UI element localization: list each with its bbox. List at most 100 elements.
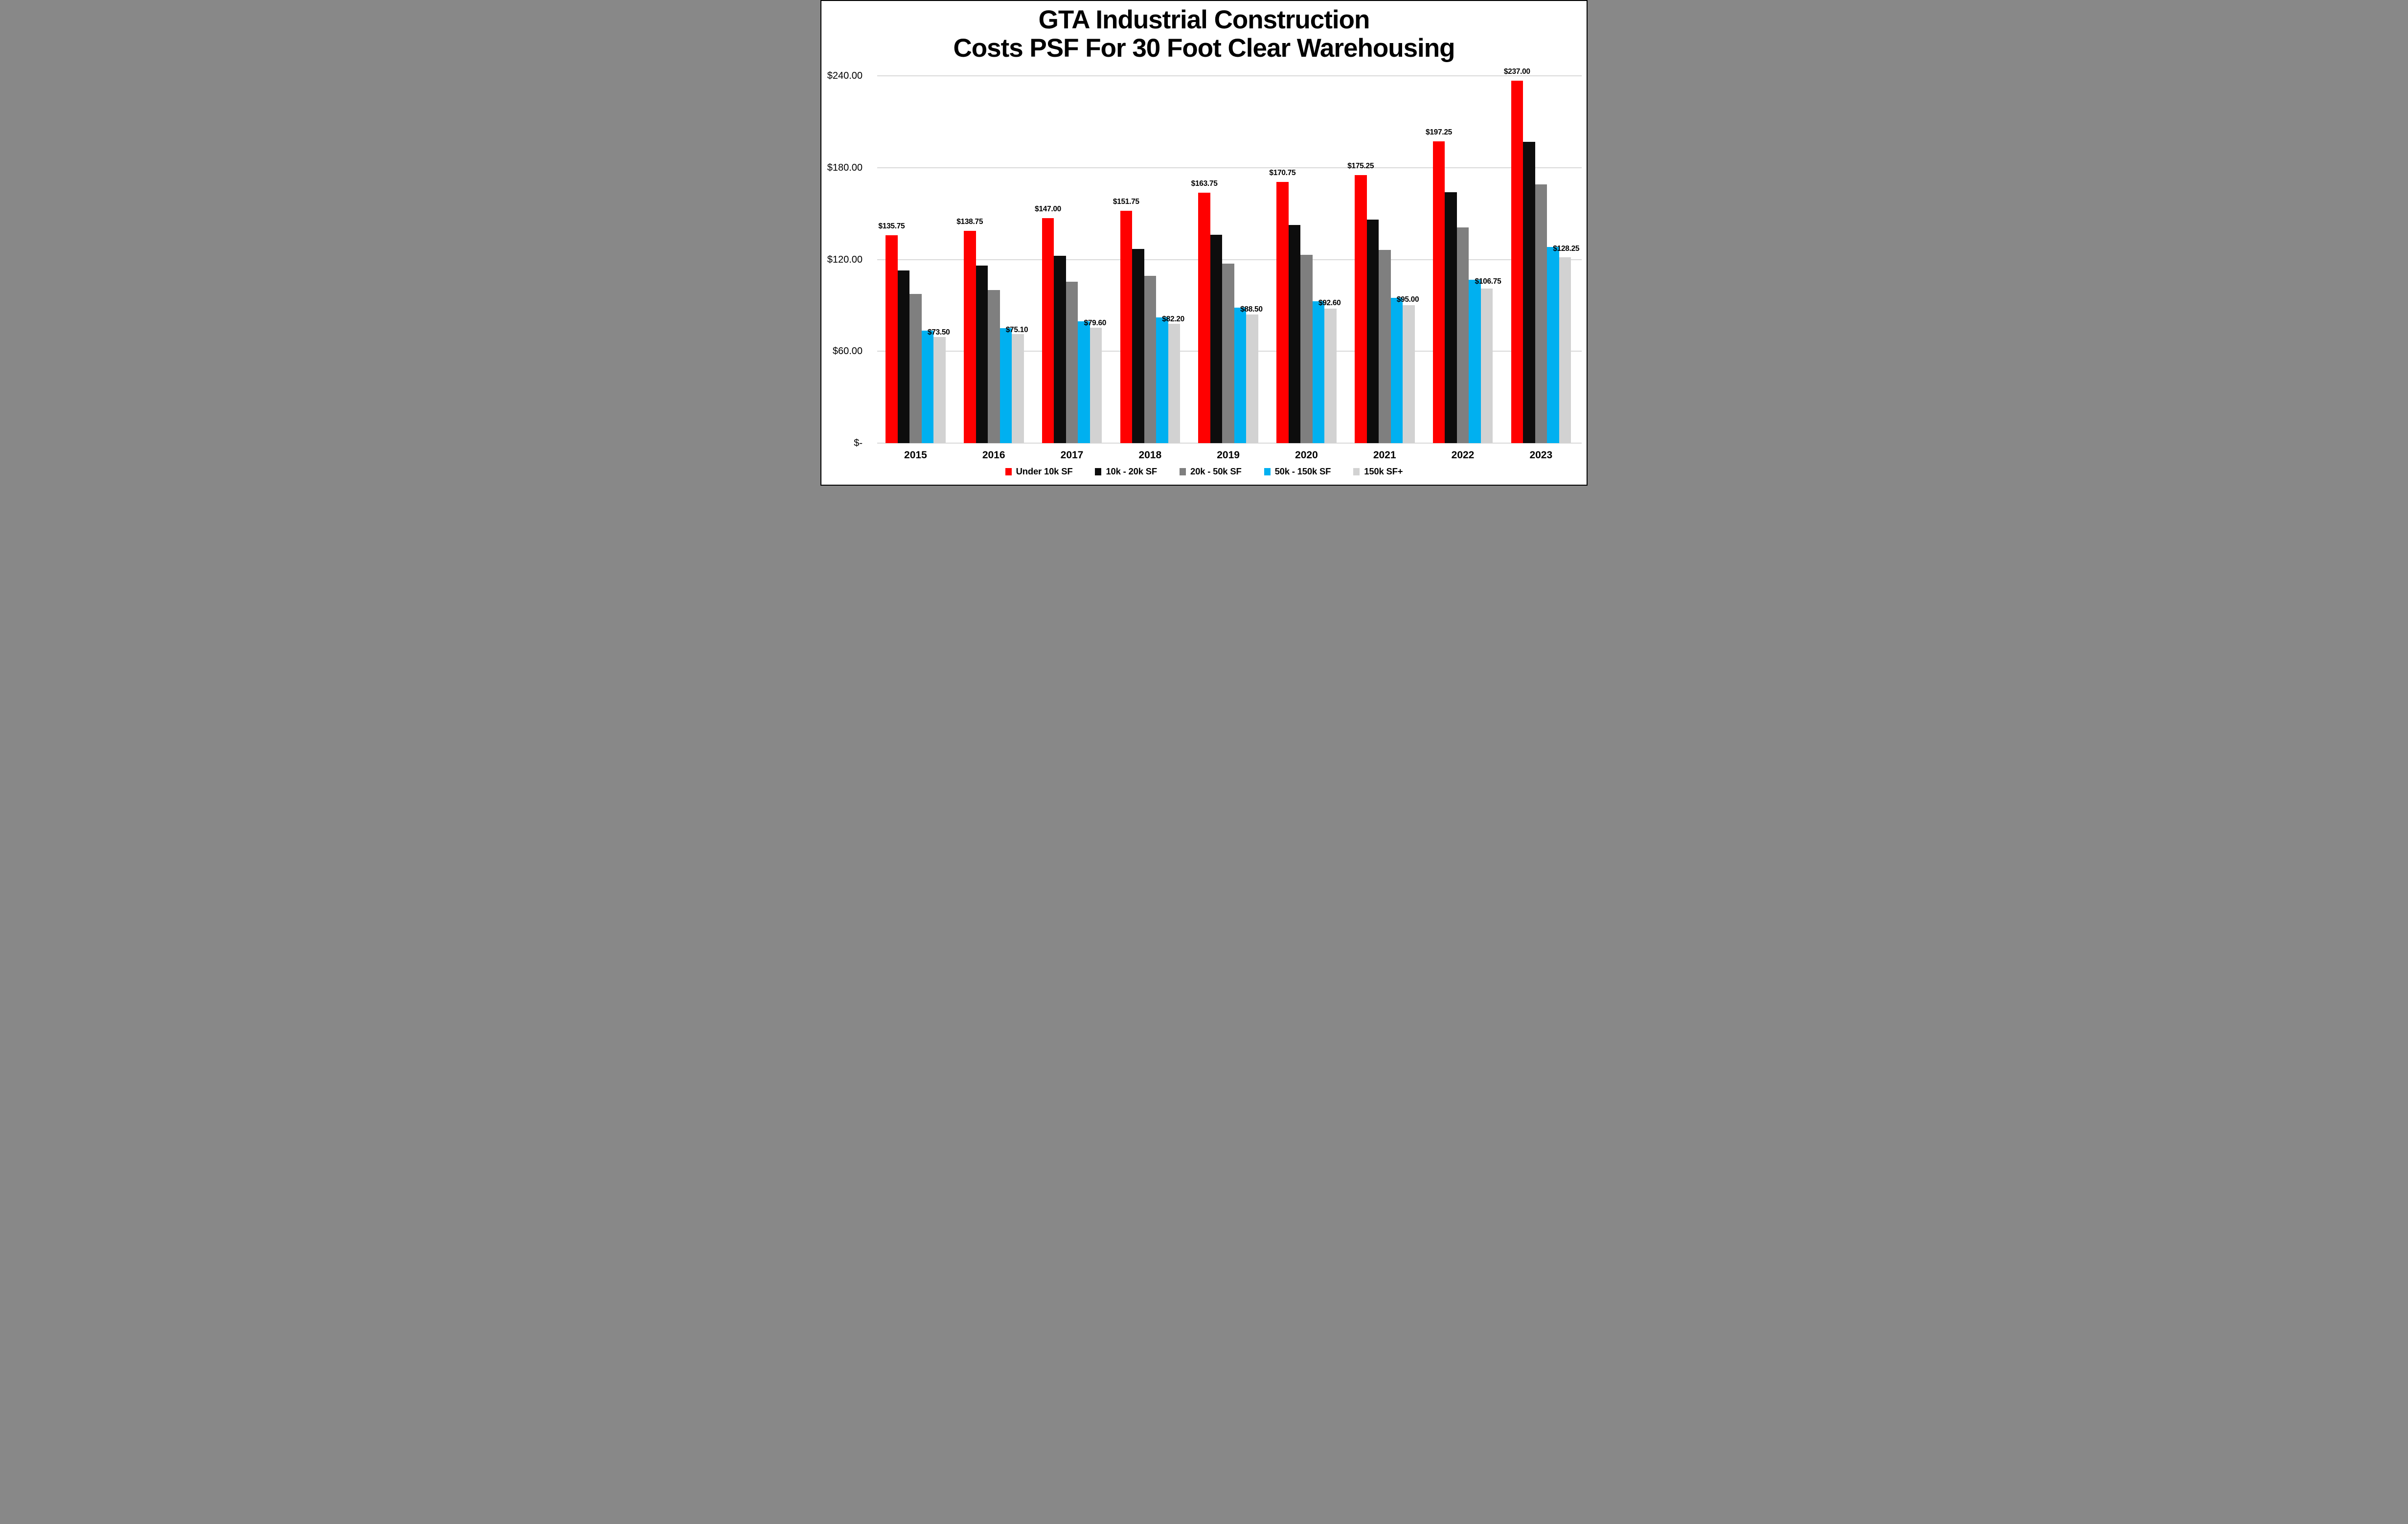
legend-item-50k-150k-sf: 50k - 150k SF xyxy=(1264,466,1331,477)
bar-2023-50k-150k-sf xyxy=(1547,247,1559,443)
data-label-2018-under-10k-sf: $151.75 xyxy=(1113,198,1139,206)
legend-label-10k-20k-sf: 10k - 20k SF xyxy=(1106,466,1158,476)
x-axis-label-2023: 2023 xyxy=(1529,449,1553,461)
bar-2017-under-10k-sf xyxy=(1042,218,1054,443)
data-label-2021-50k-150k-sf: $95.00 xyxy=(1396,295,1419,304)
data-label-2019-under-10k-sf: $163.75 xyxy=(1191,179,1218,188)
bar-2016-20k-50k-sf xyxy=(988,290,1000,443)
bar-2015-20k-50k-sf xyxy=(909,294,922,443)
bar-2015-150k-sf xyxy=(933,336,946,443)
legend-label-150k-sf: 150k SF+ xyxy=(1364,466,1403,476)
legend-item-under-10k-sf: Under 10k SF xyxy=(1005,466,1073,477)
x-axis-label-2016: 2016 xyxy=(982,449,1005,461)
bar-2018-10k-20k-sf xyxy=(1132,248,1144,443)
bar-2017-20k-50k-sf xyxy=(1066,282,1078,443)
bar-2015-10k-20k-sf xyxy=(897,270,910,443)
data-label-2023-under-10k-sf: $237.00 xyxy=(1503,67,1530,76)
bar-2021-under-10k-sf xyxy=(1355,175,1367,443)
legend-item-150k-sf: 150k SF+ xyxy=(1353,466,1403,477)
bar-2022-150k-sf xyxy=(1480,289,1493,443)
legend-swatch-150k-sf xyxy=(1353,468,1360,475)
bar-2022-20k-50k-sf xyxy=(1456,227,1469,443)
data-label-2018-50k-150k-sf: $82.20 xyxy=(1162,314,1184,323)
gridline-180 xyxy=(877,167,1582,168)
legend-label-50k-150k-sf: 50k - 150k SF xyxy=(1274,466,1331,476)
bar-2016-10k-20k-sf xyxy=(976,266,988,443)
bar-2021-20k-50k-sf xyxy=(1379,250,1391,443)
data-label-2017-50k-150k-sf: $79.60 xyxy=(1084,319,1107,327)
legend-item-20k-50k-sf: 20k - 50k SF xyxy=(1180,466,1242,477)
data-label-2016-under-10k-sf: $138.75 xyxy=(956,218,983,226)
bar-2017-10k-20k-sf xyxy=(1054,255,1066,443)
chart-title-line2: Costs PSF For 30 Foot Clear Warehousing xyxy=(953,34,1455,63)
bar-2016-under-10k-sf xyxy=(964,231,976,443)
bar-2021-50k-150k-sf xyxy=(1390,297,1403,443)
gridline-120 xyxy=(877,259,1582,260)
legend: Under 10k SF 10k - 20k SF 20k - 50k SF 50k … xyxy=(821,463,1587,480)
legend-label-20k-50k-sf: 20k - 50k SF xyxy=(1190,466,1242,476)
bar-2020-150k-sf xyxy=(1324,308,1337,443)
x-axis-label-2021: 2021 xyxy=(1373,449,1396,461)
x-axis-label-2020: 2020 xyxy=(1295,449,1318,461)
bar-2018-under-10k-sf xyxy=(1120,211,1133,443)
x-axis-label-2015: 2015 xyxy=(904,449,927,461)
x-axis-label-2022: 2022 xyxy=(1451,449,1475,461)
bar-2019-150k-sf xyxy=(1246,314,1258,443)
bar-2019-10k-20k-sf xyxy=(1210,234,1223,443)
bar-2022-10k-20k-sf xyxy=(1445,192,1457,443)
bar-2021-150k-sf xyxy=(1403,305,1415,443)
bar-2022-50k-150k-sf xyxy=(1469,280,1481,443)
legend-swatch-10k-20k-sf xyxy=(1095,468,1102,475)
bar-2015-50k-150k-sf xyxy=(921,331,934,443)
legend-swatch-50k-150k-sf xyxy=(1264,468,1271,475)
bar-2023-20k-50k-sf xyxy=(1535,184,1547,443)
bar-2023-under-10k-sf xyxy=(1511,80,1523,443)
bar-2015-under-10k-sf xyxy=(886,235,898,443)
bar-2016-50k-150k-sf xyxy=(1000,328,1012,443)
data-label-2020-under-10k-sf: $170.75 xyxy=(1269,168,1296,177)
plot-area: $240.00 $180.00 $120.00 $60.00 $- $135.75 $73.… xyxy=(821,1,1587,485)
data-label-2016-50k-150k-sf: $75.10 xyxy=(1005,326,1028,335)
x-axis-label-2018: 2018 xyxy=(1138,449,1162,461)
gridline-240 xyxy=(877,75,1582,77)
gridline-0 xyxy=(877,443,1582,444)
legend-item-10k-20k-sf: 10k - 20k SF xyxy=(1095,466,1157,477)
data-label-2015-50k-150k-sf: $73.50 xyxy=(927,328,950,337)
bar-2020-10k-20k-sf xyxy=(1288,225,1301,443)
bar-2019-under-10k-sf xyxy=(1198,192,1210,443)
bar-2017-150k-sf xyxy=(1090,327,1102,443)
bar-2020-under-10k-sf xyxy=(1276,181,1289,443)
data-label-2022-50k-150k-sf: $106.75 xyxy=(1475,277,1501,286)
bar-2021-10k-20k-sf xyxy=(1366,219,1379,443)
bar-2018-50k-150k-sf xyxy=(1156,317,1168,443)
chart-title: GTA Industrial Construction Costs PSF Fo… xyxy=(821,6,1587,63)
data-label-2021-under-10k-sf: $175.25 xyxy=(1347,161,1374,170)
bar-2019-20k-50k-sf xyxy=(1222,264,1234,443)
x-axis-label-2019: 2019 xyxy=(1217,449,1240,461)
y-axis-label-240: $240.00 xyxy=(827,70,863,82)
data-label-2023-50k-150k-sf: $128.25 xyxy=(1553,244,1580,253)
legend-label-under-10k-sf: Under 10k SF xyxy=(1016,466,1073,476)
data-label-2022-under-10k-sf: $197.25 xyxy=(1426,128,1452,136)
legend-swatch-20k-50k-sf xyxy=(1180,468,1186,475)
bar-2018-20k-50k-sf xyxy=(1144,276,1157,443)
bar-2018-150k-sf xyxy=(1168,324,1181,443)
bar-2023-150k-sf xyxy=(1559,257,1571,443)
data-label-2015-under-10k-sf: $135.75 xyxy=(878,222,905,231)
y-axis-label-120: $120.00 xyxy=(827,254,863,265)
data-label-2019-50k-150k-sf: $88.50 xyxy=(1240,305,1263,314)
bar-2020-20k-50k-sf xyxy=(1300,255,1313,443)
bar-2023-10k-20k-sf xyxy=(1523,141,1535,443)
data-label-2017-under-10k-sf: $147.00 xyxy=(1035,205,1061,214)
bar-2019-50k-150k-sf xyxy=(1234,308,1247,443)
legend-swatch-under-10k-sf xyxy=(1005,468,1012,475)
bar-2017-50k-150k-sf xyxy=(1078,321,1090,443)
bar-2020-50k-150k-sf xyxy=(1312,301,1325,443)
bar-2016-150k-sf xyxy=(1012,334,1024,443)
chart-frame: GTA Industrial Construction Costs PSF Fo… xyxy=(820,0,1588,486)
data-label-2020-50k-150k-sf: $92.60 xyxy=(1318,299,1341,308)
y-axis-label-60: $60.00 xyxy=(832,346,863,357)
y-axis-label-0: $- xyxy=(854,438,863,448)
y-axis-label-180: $180.00 xyxy=(827,162,863,173)
x-axis-label-2017: 2017 xyxy=(1060,449,1084,461)
